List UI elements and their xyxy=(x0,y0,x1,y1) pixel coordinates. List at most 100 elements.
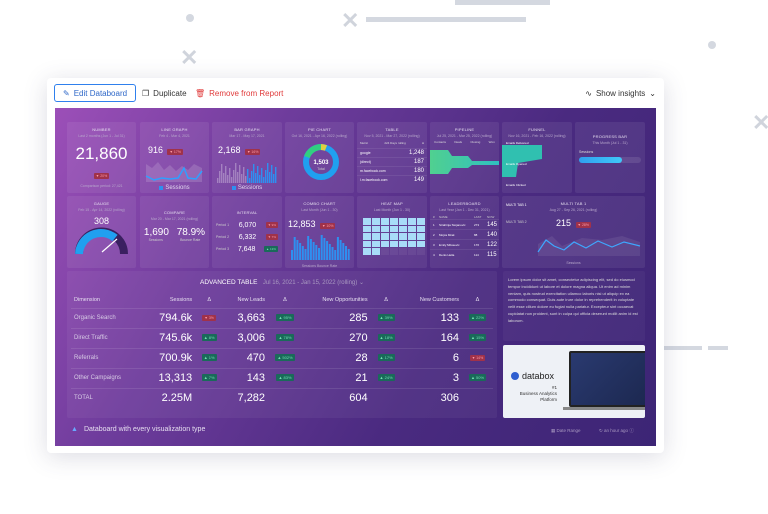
bar xyxy=(233,170,235,183)
value-cell: 3,006 xyxy=(237,332,266,344)
table-tile[interactable]: TABLE Nov 5, 2021 - Mar 27, 2022 (rollin… xyxy=(357,122,427,193)
column-header: Δ xyxy=(475,296,480,303)
lb-cell: 4 xyxy=(433,252,435,257)
table-row: m.facebook.com 180 xyxy=(357,166,427,175)
table-rows: google 1,248 (direct) 187 m.facebook.com 180 l… xyxy=(357,148,427,184)
leaderboard-tile[interactable]: LEADERBOARD Last Year (Jan 1 - Dec 31, 2… xyxy=(430,196,499,268)
chevron-down-icon[interactable]: ⌄ xyxy=(357,280,364,286)
period-value: 6,070 xyxy=(238,221,257,229)
bar xyxy=(253,164,255,183)
value-cell: 164 xyxy=(440,332,459,344)
interval-row: Period 1 6,070 ▼ 9% xyxy=(212,219,282,231)
heat-cell xyxy=(399,218,407,225)
line-graph-tile[interactable]: LINE GRAPH Feb 4 - Mar 4, 2021 916 ▼ 17%… xyxy=(140,122,209,193)
lb-cell: 122 xyxy=(487,241,498,248)
lb-cell: 1 xyxy=(433,222,435,227)
delta-cell: ▲ 39% xyxy=(371,308,402,328)
tile-range: Last Month (Jun 1 - 30) xyxy=(373,208,411,212)
stage-label: Deals xyxy=(454,140,462,144)
tile-range: Jul 25, 2021 - Mar 25, 2022 (rolling) xyxy=(436,134,493,138)
tab-multi-tab-1[interactable]: MULTI TAB 1 xyxy=(506,203,527,207)
duplicate-button[interactable]: ❐ Duplicate xyxy=(142,88,187,98)
pie-chart-tile[interactable]: PIE CHART Oct 16, 2021 - Apr 16, 2022 (r… xyxy=(285,122,354,193)
heat-map-tile[interactable]: HEAT MAP Last Month (Jun 1 - 30) xyxy=(357,196,427,268)
table-row: Referrals 700.9k ▲ 1% 470 ▲ 502% 28 ▲ 17% 6 ▼ 14… xyxy=(71,348,493,368)
lb-cell: Strahinja Stojanovic xyxy=(439,222,466,227)
bar xyxy=(271,165,273,183)
bar xyxy=(273,174,275,183)
heat-cell xyxy=(417,240,425,247)
calendar-icon: ▦ xyxy=(551,428,557,433)
heat-cell xyxy=(390,240,398,247)
delta-cell: ▲ 17% xyxy=(371,348,402,368)
bar xyxy=(275,167,277,183)
funnel-step: Emails Delivered xyxy=(506,141,529,145)
advanced-table-tile[interactable]: ADVANCED TABLE Jul 16, 2021 - Jan 15, 20… xyxy=(67,271,497,418)
leaderboard-rows: # NAME LAST NOW 1 Strahinja Stojanovic 273 145 2… xyxy=(430,215,499,259)
tab-multi-tab-2[interactable]: MULTI TAB 2 xyxy=(506,220,527,224)
combo-chart xyxy=(291,235,350,260)
heat-cell xyxy=(408,240,416,247)
number-tile[interactable]: NUMBER Last 2 months (Jun 1 - Jul 31) 21… xyxy=(67,122,136,193)
delta-cell: ▲ 78% xyxy=(268,328,302,348)
date-range-button[interactable]: ▦ Date Range xyxy=(551,428,581,434)
refresh-icon[interactable]: ↻ xyxy=(599,428,605,433)
change-badge: ▼ 10% xyxy=(319,223,336,229)
change-badge: ▼ 9% xyxy=(265,222,278,228)
compare-label-2: Bounce Rate xyxy=(180,238,201,242)
progress-fill xyxy=(579,157,623,163)
delta-cell: ▲ 95% xyxy=(268,308,302,328)
text-tile: Lorem ipsum dolor sit amet, consectetur … xyxy=(503,271,645,341)
dimension-cell: Direct Traffic xyxy=(74,335,108,341)
change-badge: ▲ 13% xyxy=(264,246,278,252)
show-insights-button[interactable]: ∿ Show insights ⌄ xyxy=(585,88,656,98)
combo-chart-tile[interactable]: COMBO CHART Last Month (Jun 1 - 30) 12,8… xyxy=(285,196,354,268)
bar xyxy=(345,246,347,260)
promo-text: #1 xyxy=(551,385,557,390)
info-icon[interactable]: ⓘ xyxy=(629,428,634,433)
compare-value-2: 78.9% xyxy=(176,227,206,238)
gauge-tile[interactable]: GAUGE Feb 15 - Apr 14, 2022 (rolling) 30… xyxy=(67,196,136,268)
promo-image: databox #1 Business Analytics Platform xyxy=(503,345,645,418)
funnel-tile[interactable]: FUNNEL Nov 16, 2021 - Feb 16, 2022 (roll… xyxy=(502,122,572,193)
tile-title: BAR GRAPH xyxy=(234,127,260,132)
pulse-icon: ∿ xyxy=(585,88,592,98)
spacer-cell xyxy=(371,388,402,408)
edit-databoard-button[interactable]: ✎ Edit Databoard xyxy=(54,84,137,102)
compare-value-1: 1,690 xyxy=(143,227,169,238)
compare-label-1: Sessions xyxy=(148,238,163,242)
pipeline-tile[interactable]: PIPELINE Jul 25, 2021 - Mar 25, 2022 (ro… xyxy=(430,122,499,193)
row-label: (direct) xyxy=(360,160,371,164)
bar xyxy=(339,240,342,260)
value-cell: 6 xyxy=(452,352,459,364)
stage-label: Closing xyxy=(470,140,481,144)
bar xyxy=(225,166,227,183)
laptop-base xyxy=(563,407,645,410)
value-cell: 3,663 xyxy=(237,312,266,324)
value-cell: 285 xyxy=(349,312,368,324)
change-badge: ▲ 39% xyxy=(377,314,395,321)
funnel-chart xyxy=(502,145,542,177)
decor-bar xyxy=(708,346,728,350)
row-label: m.facebook.com xyxy=(360,169,386,173)
bar xyxy=(320,235,323,260)
databoard-card: ✎ Edit Databoard ❐ Duplicate 🗑 Remove from … xyxy=(47,78,664,453)
progress-bar-tile[interactable]: PROGRESS BAR This Month (Jul 1 - 31) Ses… xyxy=(575,122,645,193)
change-badge: ▲ 50% xyxy=(468,374,487,381)
multi-tab-tile[interactable]: MULTI TAB 1 MULTI TAB 2 MULTI TAB 1 Aug … xyxy=(502,196,645,268)
value-cell: 745.6k xyxy=(159,332,193,344)
tile-range: Last 2 months (Jun 1 - Jul 31) xyxy=(78,134,125,138)
col-header: NOW xyxy=(487,215,495,219)
remove-from-report-button[interactable]: 🗑 Remove from Report xyxy=(195,88,284,98)
bar xyxy=(312,242,315,260)
funnel-step: Emails Clicked xyxy=(506,183,526,187)
change-badge: ▼ 20% xyxy=(93,173,110,179)
interval-tile[interactable]: INTERVAL Period 1 6,070 ▼ 9% Period 2 6,332 ▼… xyxy=(212,196,282,268)
heat-cell xyxy=(417,233,425,240)
compare-tile[interactable]: COMPARE Mar 20 - Mar 17, 2021 (rolling) … xyxy=(140,196,209,268)
bar-graph-tile[interactable]: BAR GRAPH Mar 17 - May 17, 2021 2,168 ▼ … xyxy=(212,122,282,193)
bar xyxy=(323,238,326,260)
tile-range: Last Year (Jan 1 - Dec 31, 2021) xyxy=(439,208,490,212)
lb-cell: 140 xyxy=(487,231,498,238)
lb-cell: Mojca Mrak xyxy=(439,232,455,237)
